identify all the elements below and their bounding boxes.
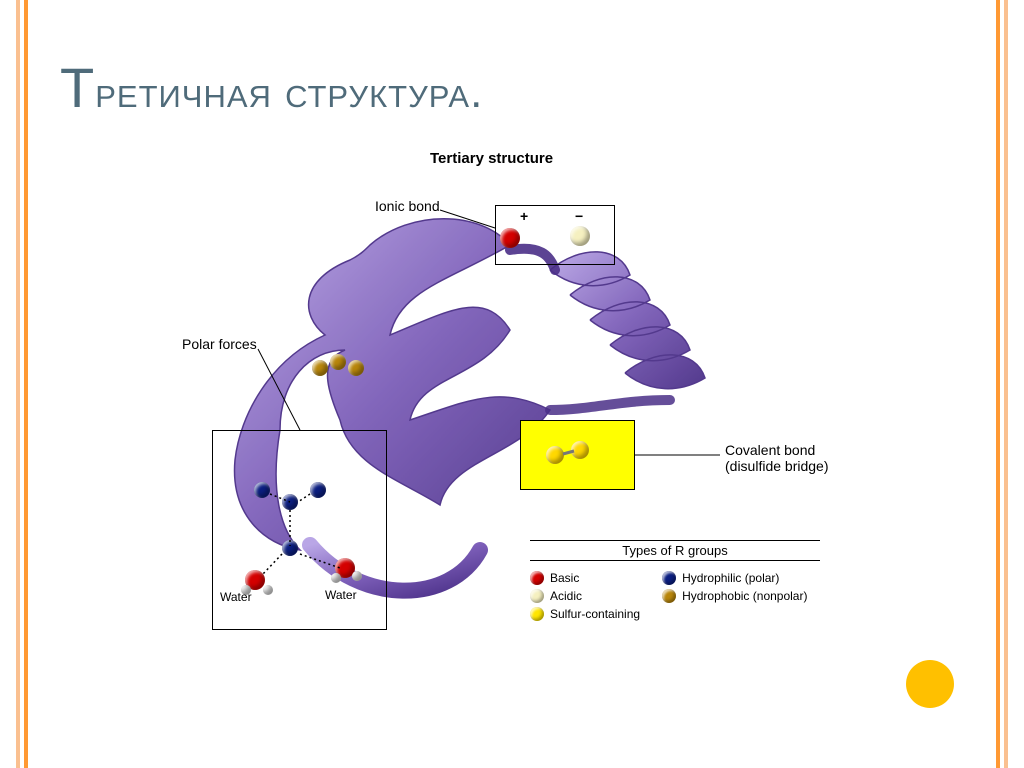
legend-label: Acidic: [550, 589, 582, 603]
title-rest: ретичная структура.: [95, 68, 483, 117]
corner-accent-circle: [906, 660, 954, 708]
legend: Types of R groups Basic Acidic Sulfur-cont…: [530, 540, 820, 625]
legend-swatch: [662, 571, 676, 585]
legend-label: Sulfur-containing: [550, 607, 640, 621]
legend-label: Basic: [550, 571, 579, 585]
slide-title: Третичная структура.: [60, 55, 483, 120]
atom-hphi3: [310, 482, 326, 498]
atom-hp1: [312, 360, 328, 376]
legend-item: Sulfur-containing: [530, 607, 640, 621]
legend-col-left: Basic Acidic Sulfur-containing: [530, 567, 640, 625]
tertiary-structure-diagram: Tertiary structure + −: [150, 150, 870, 670]
legend-label: Hydrophilic (polar): [682, 571, 779, 585]
atom-wH4: [352, 571, 362, 581]
atom-cov_s2: [571, 441, 589, 459]
atom-hp3: [348, 360, 364, 376]
atom-hphi4: [282, 540, 298, 556]
atom-cov_s1: [546, 446, 564, 464]
ionic-bond-label: Ionic bond: [375, 198, 440, 214]
right-stripe-inner: [996, 0, 1000, 768]
polar-forces-label: Polar forces: [182, 336, 257, 352]
right-stripe-outer: [1004, 0, 1008, 768]
left-stripe-outer: [16, 0, 20, 768]
legend-label: Hydrophobic (nonpolar): [682, 589, 807, 603]
atom-ionic_acidic: [570, 226, 590, 246]
covalent-bond-label-2: (disulfide bridge): [725, 458, 829, 474]
legend-swatch: [530, 571, 544, 585]
legend-item: Acidic: [530, 589, 640, 603]
atom-hp2: [330, 354, 346, 370]
title-cap: Т: [60, 56, 95, 119]
plus-sign: +: [520, 208, 528, 224]
minus-sign: −: [575, 208, 583, 224]
covalent-bond-label-1: Covalent bond: [725, 442, 815, 458]
legend-swatch: [530, 607, 544, 621]
atom-wH3: [331, 573, 341, 583]
atom-wH2: [263, 585, 273, 595]
legend-item: Hydrophobic (nonpolar): [662, 589, 807, 603]
legend-col-right: Hydrophilic (polar) Hydrophobic (nonpolar…: [662, 567, 807, 625]
water-label-2: Water: [325, 588, 357, 602]
slide: Третичная структура. Tertiary structure: [0, 0, 1024, 768]
atom-hphi2: [282, 494, 298, 510]
water-label-1: Water: [220, 590, 252, 604]
legend-item: Basic: [530, 571, 640, 585]
legend-item: Hydrophilic (polar): [662, 571, 807, 585]
left-stripe-inner: [24, 0, 28, 768]
legend-swatch: [662, 589, 676, 603]
legend-title: Types of R groups: [530, 540, 820, 561]
legend-swatch: [530, 589, 544, 603]
atom-hphi1: [254, 482, 270, 498]
atom-ionic_basic: [500, 228, 520, 248]
